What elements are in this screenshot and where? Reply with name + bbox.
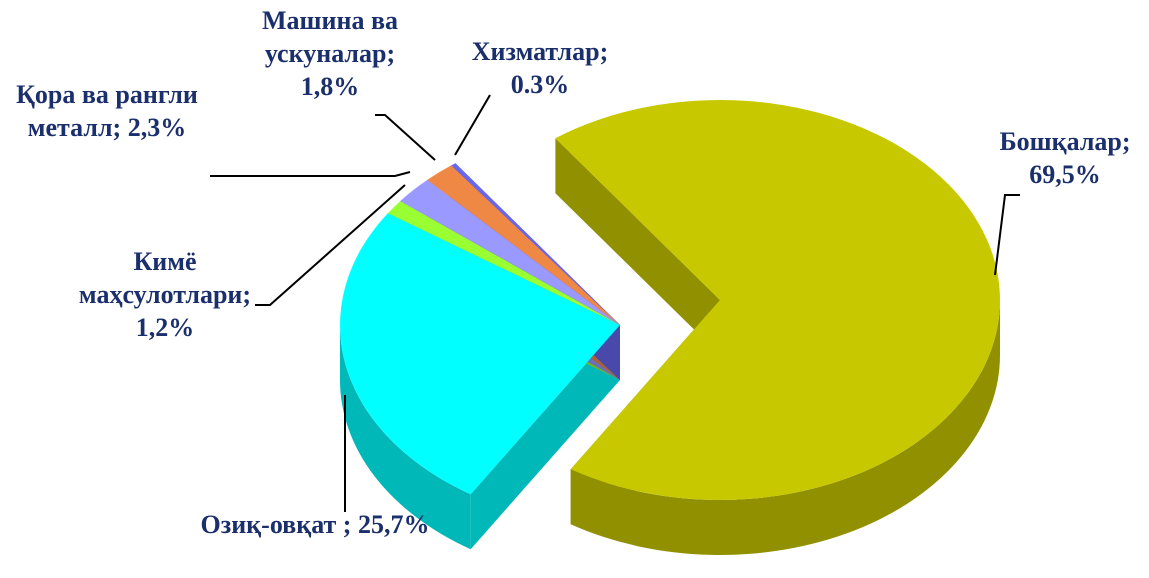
value-label: 69,5%: [1029, 160, 1101, 189]
leader-line: [994, 194, 1020, 276]
data-label: Машина ва ускуналар; 1,8%: [245, 4, 415, 103]
category-label: Машина ва ускуналар;: [262, 6, 398, 68]
slice-wall: [470, 325, 620, 550]
leader-line: [210, 171, 411, 177]
slice: [340, 213, 620, 495]
leader-line: [375, 114, 436, 161]
category-label: Қора ва рангли металл;: [16, 80, 198, 142]
slice-side: [339, 325, 471, 550]
value-label: 1,2%: [135, 313, 195, 342]
category-label: Бошқалар;: [999, 127, 1131, 156]
slice: [427, 165, 620, 325]
slice: [451, 163, 620, 325]
category-label: Озиқ-овқат ;: [200, 510, 352, 539]
value-label: 25,7%: [357, 510, 430, 539]
data-label: Бошқалар; 69,5%: [980, 125, 1149, 191]
pie: [339, 99, 1000, 556]
leader-line: [454, 94, 491, 156]
slice: [387, 201, 620, 325]
category-label: Хизматлар;: [471, 37, 609, 66]
data-label: Қора ва рангли металл; 2,3%: [7, 78, 207, 144]
data-label: Хизматлар; 0.3%: [450, 35, 630, 101]
data-label: Кимё маҳсулотлари; 1,2%: [70, 245, 260, 344]
value-label: 2,3%: [127, 113, 187, 142]
slice-wall: [555, 138, 720, 355]
value-label: 1,8%: [300, 72, 360, 101]
slice: [555, 99, 1000, 500]
leader-line: [255, 184, 406, 306]
category-label: Кимё маҳсулотлари;: [78, 247, 252, 309]
slice: [400, 179, 620, 325]
slice-side: [570, 300, 1000, 556]
value-label: 0.3%: [510, 70, 570, 99]
data-label: Озиқ-овқат ; 25,7%: [195, 508, 435, 541]
